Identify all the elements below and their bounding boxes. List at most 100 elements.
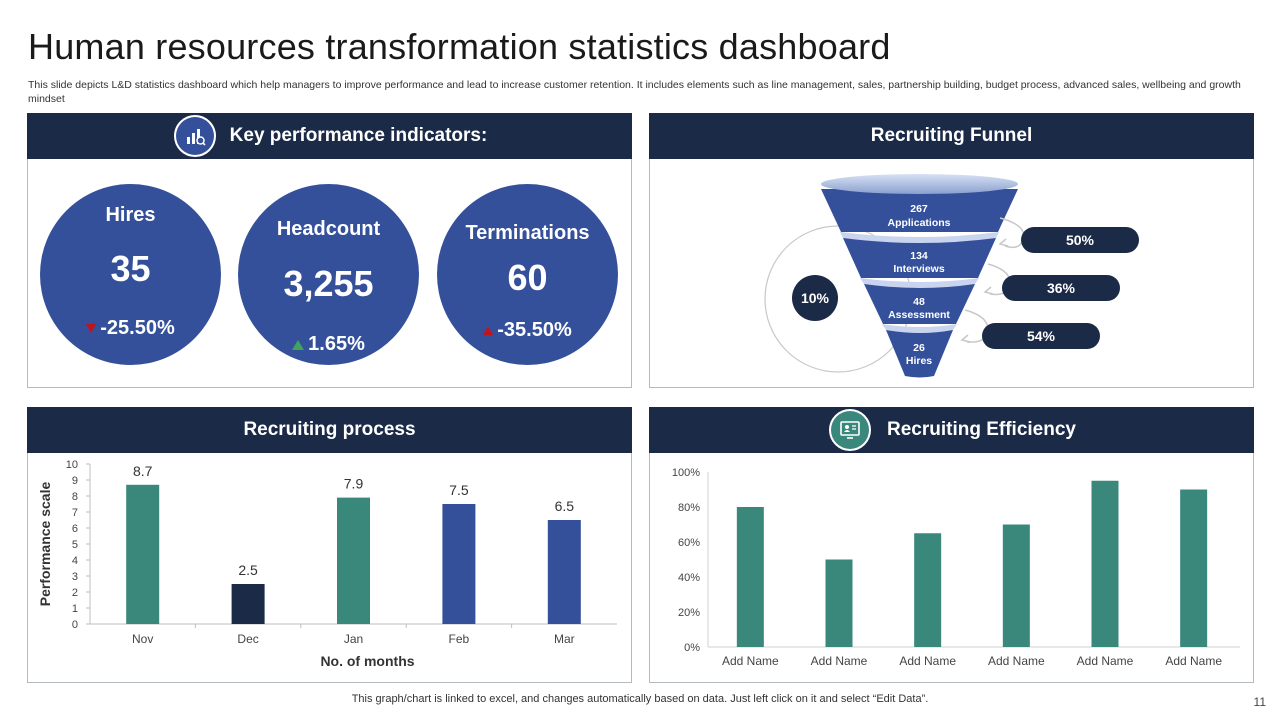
y-tick-label: 5 bbox=[72, 539, 78, 551]
funnel-count-assessment: 48 bbox=[913, 296, 925, 308]
kpi-headcount-change: 1.65% bbox=[238, 333, 419, 356]
kpi-terminations-label: Terminations bbox=[465, 222, 590, 244]
data-label: 6.5 bbox=[555, 498, 575, 514]
efficiency-chart: 0% 20% 40% 60% 80% 100% Add Name Add Name Add Na… bbox=[672, 467, 1240, 668]
y-tick-label: 6 bbox=[72, 523, 78, 535]
page-subtitle: This slide depicts L&D statistics dashbo… bbox=[28, 79, 1241, 105]
bar bbox=[231, 584, 265, 624]
efficiency-panel-header: Recruiting Efficiency bbox=[649, 407, 1254, 453]
kpi-panel-header: Key performance indicators: bbox=[27, 113, 632, 159]
bar bbox=[1180, 489, 1208, 647]
funnel-rate-pill: 54% bbox=[982, 323, 1100, 349]
efficiency-panel: Recruiting Efficiency 0% 20% 40% 60% 80% 100%… bbox=[649, 407, 1254, 683]
process-panel: Recruiting process 0 1 2 3 4 5 6 7 8 9 10 8.7 Nov 2.5… bbox=[27, 407, 632, 683]
funnel-count-interviews: 134 bbox=[910, 250, 928, 262]
data-label: 7.5 bbox=[449, 482, 469, 498]
x-tick-label: Mar bbox=[554, 632, 575, 646]
y-tick-label: 1 bbox=[72, 603, 78, 615]
y-tick-label: 7 bbox=[72, 507, 78, 519]
funnel-stage-hires bbox=[886, 330, 953, 378]
chart-badge-icon bbox=[171, 113, 218, 159]
funnel-rate-1: 50% bbox=[1065, 232, 1095, 248]
x-tick-label: Add Name bbox=[722, 654, 779, 668]
bar bbox=[442, 504, 476, 624]
funnel-separator bbox=[882, 324, 957, 333]
funnel-panel: Recruiting Funnel 10% 267 bbox=[649, 113, 1254, 388]
x-tick-label: Dec bbox=[237, 632, 258, 646]
y-tick-label: 0 bbox=[72, 619, 78, 631]
y-tick-label: 0% bbox=[684, 642, 700, 654]
funnel-rate-3: 54% bbox=[1026, 328, 1056, 344]
kpi-hires-change-value: -25.50% bbox=[100, 317, 175, 339]
funnel-stage-interviews bbox=[843, 238, 996, 278]
y-tick-label: 20% bbox=[678, 607, 700, 619]
footer-note: This graph/chart is linked to excel, and… bbox=[351, 693, 929, 705]
funnel-graphic: 10% 267 Applications 134 Interviews 48 A… bbox=[764, 174, 1025, 378]
trend-up-icon bbox=[292, 339, 305, 350]
y-tick-label: 10 bbox=[66, 459, 78, 471]
x-tick-label: Add Name bbox=[988, 654, 1045, 668]
funnel-overall-circle bbox=[792, 275, 838, 321]
y-tick-label: 40% bbox=[678, 572, 700, 584]
x-tick-label: Add Name bbox=[1165, 654, 1222, 668]
funnel-label-interviews: Interviews bbox=[893, 263, 945, 275]
monitor-person-icon bbox=[827, 407, 873, 453]
kpi-hires-value: 35 bbox=[110, 248, 151, 289]
y-tick-label: 8 bbox=[72, 491, 78, 503]
x-tick-label: Add Name bbox=[811, 654, 868, 668]
page-number: 11 bbox=[1253, 695, 1266, 709]
funnel-panel-title: Recruiting Funnel bbox=[870, 125, 1033, 146]
efficiency-panel-title: Recruiting Efficiency bbox=[887, 419, 1076, 440]
process-panel-header: Recruiting process bbox=[27, 407, 632, 453]
kpi-terminations-change-value: -35.50% bbox=[497, 319, 572, 341]
funnel-panel-header: Recruiting Funnel bbox=[649, 113, 1254, 159]
y-tick-label: 9 bbox=[72, 475, 78, 487]
y-tick-label: 2 bbox=[72, 587, 78, 599]
funnel-count-applications: 267 bbox=[910, 203, 928, 215]
x-tick-label: Add Name bbox=[899, 654, 956, 668]
funnel-separator bbox=[840, 232, 999, 243]
bar bbox=[1091, 480, 1119, 647]
funnel-rate-2: 36% bbox=[1046, 280, 1076, 296]
kpi-panel: Key performance indicators: Hires 35 -25… bbox=[27, 113, 632, 388]
process-panel-title: Recruiting process bbox=[243, 419, 416, 440]
data-label: 8.7 bbox=[133, 463, 153, 479]
funnel-stage-applications bbox=[821, 189, 1018, 232]
kpi-headcount-value: 3,255 bbox=[283, 263, 374, 304]
trend-down-icon bbox=[86, 324, 97, 333]
process-chart: 0 1 2 3 4 5 6 7 8 9 10 8.7 Nov 2.5 Dec 7.9 Jan 7.5 Feb 6.5 M… bbox=[37, 459, 617, 669]
kpi-terminations: Terminations 60 -35.50% bbox=[437, 184, 618, 365]
bar bbox=[547, 520, 581, 624]
data-label: 7.9 bbox=[344, 476, 364, 492]
funnel-count-hires: 26 bbox=[913, 342, 925, 354]
kpi-terminations-value: 60 bbox=[507, 257, 548, 298]
kpi-terminations-change: -35.50% bbox=[437, 319, 618, 342]
x-tick-label: Feb bbox=[449, 632, 470, 646]
trend-up-icon bbox=[483, 326, 494, 335]
kpi-panel-title: Key performance indicators: bbox=[229, 125, 488, 146]
bar bbox=[337, 497, 370, 624]
bar bbox=[1002, 524, 1030, 647]
x-tick-label: Jan bbox=[344, 632, 363, 646]
kpi-headcount-change-value: 1.65% bbox=[308, 333, 365, 355]
kpi-hires-change: -25.50% bbox=[40, 317, 221, 340]
funnel-label-applications: Applications bbox=[887, 217, 950, 229]
x-tick-label: Nov bbox=[132, 632, 153, 646]
funnel-overall-rate: 10% bbox=[801, 290, 830, 306]
y-tick-label: 60% bbox=[678, 537, 700, 549]
bar bbox=[126, 484, 160, 624]
kpi-headcount-label: Headcount bbox=[276, 218, 381, 240]
y-tick-label: 3 bbox=[72, 571, 78, 583]
kpi-hires: Hires 35 -25.50% bbox=[40, 184, 221, 365]
funnel-rate-pill: 36% bbox=[1002, 275, 1120, 301]
y-tick-label: 80% bbox=[678, 502, 700, 514]
funnel-rate-pill: 50% bbox=[1021, 227, 1139, 253]
page-title: Human resources transformation statistic… bbox=[28, 26, 891, 67]
funnel-label-hires: Hires bbox=[906, 355, 932, 367]
y-axis-title: Performance scale bbox=[37, 482, 53, 607]
bar bbox=[914, 533, 942, 647]
bar bbox=[825, 559, 853, 647]
x-tick-label: Add Name bbox=[1077, 654, 1134, 668]
funnel-stage-assessment bbox=[864, 284, 975, 324]
data-label: 2.5 bbox=[238, 562, 258, 578]
